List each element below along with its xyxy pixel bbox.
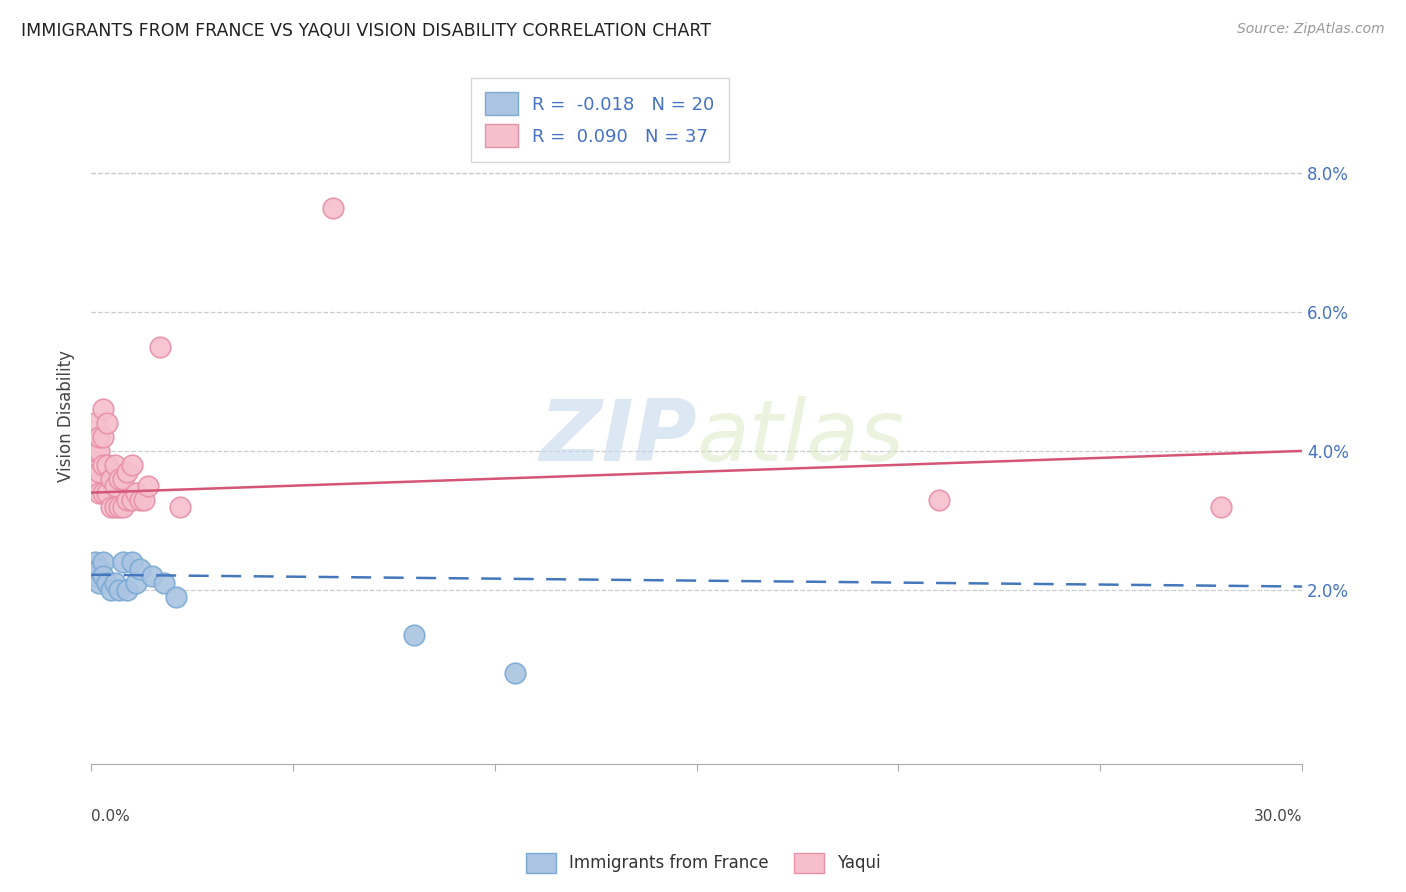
Point — [100, 582, 122, 597]
Text: Source: ZipAtlas.com: Source: ZipAtlas.com — [1237, 22, 1385, 37]
Point — [91, 430, 114, 444]
Point — [96, 458, 118, 472]
Point — [91, 402, 114, 417]
Point — [124, 485, 146, 500]
Point — [96, 485, 118, 500]
Point — [503, 666, 526, 681]
Point — [91, 458, 114, 472]
Point — [136, 479, 159, 493]
Point — [108, 472, 131, 486]
Point — [84, 555, 107, 569]
Point — [117, 465, 139, 479]
Point — [149, 340, 172, 354]
Point — [153, 576, 176, 591]
Point — [169, 500, 191, 514]
Point — [84, 472, 107, 486]
Point — [108, 500, 131, 514]
Point — [117, 582, 139, 597]
Point — [121, 555, 143, 569]
Point — [96, 416, 118, 430]
Point — [128, 492, 150, 507]
Point — [89, 465, 111, 479]
Point — [112, 472, 135, 486]
Point — [104, 500, 127, 514]
Point — [124, 576, 146, 591]
Point — [84, 444, 107, 458]
Point — [89, 485, 111, 500]
Text: 30.0%: 30.0% — [1254, 809, 1302, 824]
Point — [91, 485, 114, 500]
Point — [91, 569, 114, 583]
Point — [928, 492, 950, 507]
Text: IMMIGRANTS FROM FRANCE VS YAQUI VISION DISABILITY CORRELATION CHART: IMMIGRANTS FROM FRANCE VS YAQUI VISION D… — [21, 22, 711, 40]
Point — [104, 458, 127, 472]
Point — [104, 576, 127, 591]
Point — [121, 492, 143, 507]
Point — [100, 472, 122, 486]
Point — [84, 569, 107, 583]
Point — [96, 576, 118, 591]
Point — [89, 562, 111, 576]
Point — [402, 628, 425, 642]
Legend: Immigrants from France, Yaqui: Immigrants from France, Yaqui — [519, 847, 887, 880]
Point — [84, 458, 107, 472]
Point — [84, 416, 107, 430]
Point — [165, 590, 187, 604]
Text: 0.0%: 0.0% — [91, 809, 129, 824]
Point — [112, 555, 135, 569]
Point — [112, 500, 135, 514]
Point — [141, 569, 163, 583]
Point — [1211, 500, 1233, 514]
Y-axis label: Vision Disability: Vision Disability — [58, 351, 75, 483]
Point — [104, 479, 127, 493]
Point — [89, 430, 111, 444]
Point — [121, 458, 143, 472]
Point — [89, 576, 111, 591]
Point — [117, 492, 139, 507]
Point — [100, 500, 122, 514]
Legend: R =  -0.018   N = 20, R =  0.090   N = 37: R = -0.018 N = 20, R = 0.090 N = 37 — [471, 78, 728, 161]
Point — [128, 562, 150, 576]
Point — [108, 582, 131, 597]
Point — [91, 555, 114, 569]
Text: ZIP: ZIP — [538, 395, 696, 478]
Point — [132, 492, 155, 507]
Point — [89, 444, 111, 458]
Point — [322, 201, 344, 215]
Text: atlas: atlas — [696, 395, 904, 478]
